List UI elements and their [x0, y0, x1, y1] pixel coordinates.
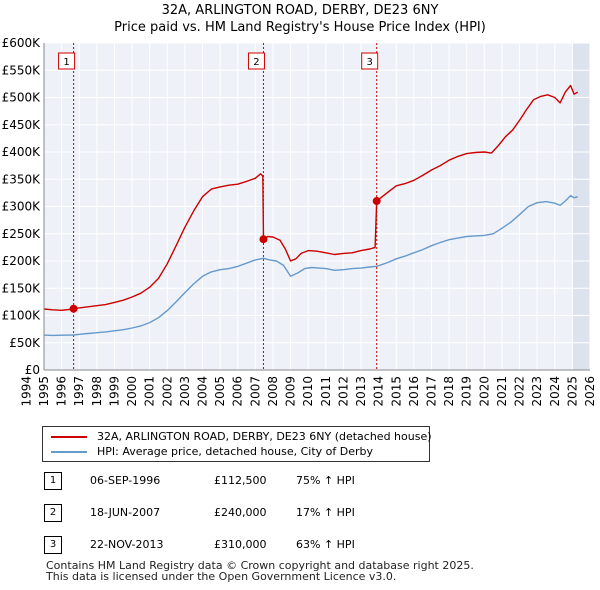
x-tick-label: 2023	[530, 376, 544, 407]
sale-hpi-diff: 17% ↑ HPI	[296, 506, 355, 519]
x-tick-label: 2008	[266, 376, 280, 407]
sale-marker-label: 3	[367, 57, 373, 68]
y-tick-label: £550K	[2, 63, 42, 77]
x-tick-label: 2026	[583, 376, 597, 407]
x-tick-label: 2022	[513, 376, 527, 407]
x-tick-label: 2002	[160, 376, 174, 407]
y-tick-label: £250K	[2, 227, 42, 241]
x-tick-label: 2010	[301, 376, 315, 407]
legend-swatch-hpi	[51, 451, 87, 453]
x-tick-label: 1997	[72, 376, 86, 407]
sale-marker-label: 2	[253, 57, 259, 68]
grid	[43, 42, 591, 371]
legend-label-property: 32A, ARLINGTON ROAD, DERBY, DE23 6NY (de…	[97, 430, 432, 443]
footer-licence: This data is licensed under the Open Gov…	[46, 570, 397, 583]
y-tick-label: £400K	[2, 145, 42, 159]
sale-marker-box	[58, 52, 76, 70]
x-tick-label: 2009	[284, 376, 298, 407]
x-tick-label: 2016	[407, 376, 421, 407]
x-tick-label: 2003	[178, 376, 192, 407]
chart-title-line2: Price paid vs. HM Land Registry's House …	[114, 20, 486, 35]
sale-point	[372, 197, 381, 206]
footer: Contains HM Land Registry data © Crown c…	[46, 560, 474, 582]
y-tick-label: £0	[25, 363, 40, 377]
y-tick-label: £300K	[2, 200, 42, 214]
x-tick-label: 2019	[460, 376, 474, 407]
price-chart: 1 2 3 £0 £50K £100K £150K £200K £250K £300K £350K…	[2, 36, 597, 407]
x-tick-label: 2004	[196, 376, 210, 407]
sale-date: 06-SEP-1996	[90, 474, 161, 487]
x-tick-label: 2006	[231, 376, 245, 407]
x-tick-label: 1995	[37, 376, 51, 407]
y-tick-label: £500K	[2, 91, 42, 105]
x-tick-label: 2005	[213, 376, 227, 407]
sale-marker-box	[247, 52, 265, 70]
sale-price: £112,500	[214, 474, 267, 487]
x-tick-label: 2020	[477, 376, 491, 407]
x-tick-label: 2024	[548, 376, 562, 407]
x-tick-label: 2017	[424, 376, 438, 407]
legend-swatch-property	[51, 436, 87, 438]
chart-title: 32A, ARLINGTON ROAD, DERBY, DE23 6NY Pri…	[0, 2, 600, 36]
x-tick-label: 2000	[125, 376, 139, 407]
sale-row: 2 18-JUN-2007 £240,000 17% ↑ HPI	[44, 504, 404, 524]
x-tick-label: 2011	[319, 376, 333, 407]
sale-marker-label: 1	[63, 57, 69, 68]
y-tick-label: £600K	[2, 36, 42, 50]
sale-marker-lines	[73, 43, 378, 370]
sale-number-badge: 3	[44, 536, 62, 554]
series-line-property	[43, 84, 579, 311]
legend-label-hpi: HPI: Average price, detached house, City…	[97, 445, 374, 458]
axes: £0 £50K £100K £150K £200K £250K £300K £350K £400…	[2, 36, 597, 407]
x-tick-label: 2018	[442, 376, 456, 407]
sale-price: £310,000	[214, 538, 267, 551]
sale-row: 1 06-SEP-1996 £112,500 75% ↑ HPI	[44, 472, 404, 492]
sale-date: 18-JUN-2007	[90, 506, 161, 519]
sale-number-badge: 1	[44, 472, 62, 490]
sale-point	[69, 304, 78, 313]
x-tick-label: 2021	[495, 376, 509, 407]
footer-copyright: Contains HM Land Registry data © Crown c…	[46, 559, 474, 572]
sale-hpi-diff: 75% ↑ HPI	[296, 474, 355, 487]
sale-point	[259, 235, 268, 244]
chart-title-line1: 32A, ARLINGTON ROAD, DERBY, DE23 6NY	[161, 3, 439, 18]
x-tick-label: 2015	[389, 376, 403, 407]
x-tick-label: 2013	[354, 376, 368, 407]
sale-hpi-diff: 63% ↑ HPI	[296, 538, 355, 551]
x-tick-label: 2014	[372, 376, 386, 407]
sale-date: 22-NOV-2013	[90, 538, 164, 551]
sale-row: 3 22-NOV-2013 £310,000 63% ↑ HPI	[44, 536, 404, 556]
sale-marker-box	[361, 52, 379, 70]
x-tick-label: 2025	[565, 376, 579, 407]
y-tick-label: £350K	[2, 172, 42, 186]
y-tick-label: £200K	[2, 254, 42, 268]
y-tick-label: £150K	[2, 281, 42, 295]
sale-markers: 1 2 3	[58, 52, 381, 313]
y-tick-label: £100K	[2, 309, 42, 323]
legend: 32A, ARLINGTON ROAD, DERBY, DE23 6NY (de…	[42, 426, 432, 462]
sale-number-badge: 2	[44, 504, 62, 522]
series-line-hpi	[43, 194, 578, 337]
x-tick-label: 2007	[248, 376, 262, 407]
series-lines	[43, 84, 579, 337]
x-tick-label: 1996	[55, 376, 69, 407]
x-tick-label: 2001	[143, 376, 157, 407]
y-tick-label: £450K	[2, 118, 42, 132]
x-tick-label: 1998	[90, 376, 104, 407]
y-tick-label: £50K	[9, 336, 41, 350]
sale-price: £240,000	[214, 506, 267, 519]
x-tick-label: 1994	[19, 376, 33, 407]
x-tick-label: 1999	[107, 376, 121, 407]
x-tick-label: 2012	[336, 376, 350, 407]
